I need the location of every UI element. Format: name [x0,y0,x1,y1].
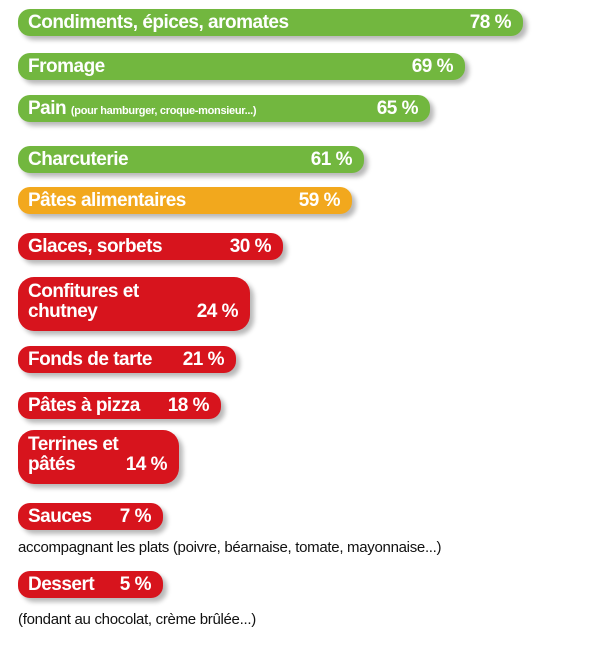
bar-label: Condiments, épices, aromates [28,12,289,33]
bar-label: Pâtes alimentaires [28,190,186,211]
bar-condiments-pices-aromates: Condiments, épices, aromates 78 % [18,9,523,36]
bar-dessert: Dessert 5 % [18,571,163,598]
bar-value-label: 30 % [229,236,272,257]
bar-label: Dessert [28,574,95,595]
bar-label: Charcuterie [28,149,129,170]
bar-label: Confitures et chutney [28,281,139,322]
bar-p-tes-alimentaires: Pâtes alimentaires 59 % [18,187,352,214]
bar-confitures-et: Confitures et chutney 24 % [18,277,250,331]
bar-label: Glaces, sorbets [28,236,163,257]
bar-glaces-sorbets: Glaces, sorbets 30 % [18,233,283,260]
bar-charcuterie: Charcuterie 61 % [18,146,364,173]
bar-value-label: 24 % [196,301,239,322]
bar-value-label: 18 % [167,395,210,416]
bar-label: Sauces [28,506,92,527]
bar-value-label: 7 % [119,506,152,527]
bar-label: Terrines et pâtés [28,434,119,475]
bar-note: (fondant au chocolat, crème brûlée...) [18,611,256,628]
bar-sauces: Sauces 7 % [18,503,163,530]
bar-fonds-de-tarte: Fonds de tarte 21 % [18,346,236,373]
bar-fromage: Fromage 69 % [18,53,465,80]
bar-value-label: 21 % [182,349,225,370]
bar-p-tes-pizza: Pâtes à pizza 18 % [18,392,221,419]
bar-label: Fromage [28,56,105,77]
bar-note: accompagnant les plats (poivre, béarnais… [18,539,442,556]
bar-value-label: 14 % [125,454,168,475]
bar-value-label: 78 % [469,12,512,33]
bar-value-label: 65 % [376,98,419,119]
bar-sublabel: (pour hamburger, croque-monsieur...) [70,105,257,117]
bar-label: Fonds de tarte [28,349,152,370]
bar-label: Pain (pour hamburger, croque-monsieur...… [28,98,257,119]
bar-value-label: 5 % [119,574,152,595]
bar-value-label: 61 % [310,149,353,170]
bar-value-label: 69 % [411,56,454,77]
bar-terrines-et: Terrines et pâtés 14 % [18,430,179,484]
bar-value-label: 59 % [298,190,341,211]
bar-pain: Pain (pour hamburger, croque-monsieur...… [18,95,430,122]
bar-label: Pâtes à pizza [28,395,140,416]
